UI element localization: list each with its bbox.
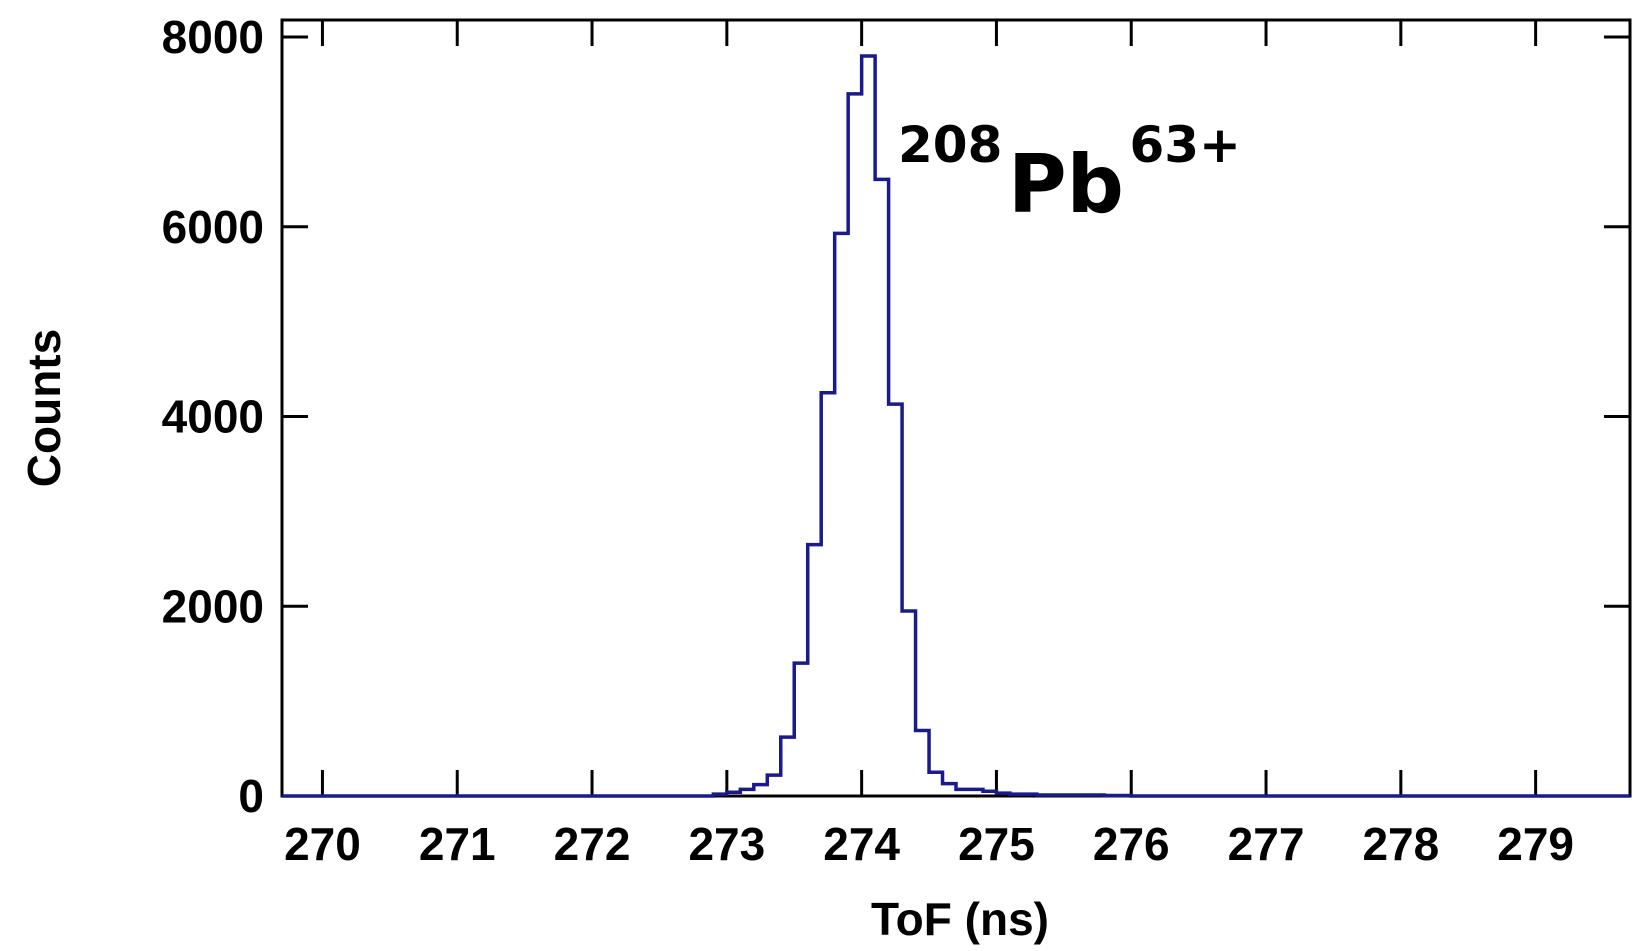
y-tick-label: 0 <box>238 770 264 822</box>
y-axis-label: Counts <box>18 329 70 487</box>
x-tick-label: 271 <box>419 818 496 870</box>
annotation-mass-number: 208 <box>898 116 1002 174</box>
x-tick-label: 276 <box>1093 818 1170 870</box>
x-tick-label: 279 <box>1497 818 1574 870</box>
x-tick-label: 277 <box>1228 818 1305 870</box>
x-tick-label: 275 <box>958 818 1035 870</box>
x-tick-label: 278 <box>1362 818 1439 870</box>
x-axis-label: ToF (ns) <box>871 893 1049 945</box>
x-tick-label: 274 <box>823 818 900 870</box>
peak-annotation: 208 Pb 63+ <box>898 116 1241 231</box>
y-tick-label: 2000 <box>162 580 264 632</box>
y-tick-label: 8000 <box>162 11 264 63</box>
plot-frame <box>280 18 1632 798</box>
x-axis-tick-labels: 270 271 272 273 274 275 276 277 278 279 <box>284 818 1574 870</box>
x-tick-label: 270 <box>284 818 361 870</box>
y-axis-tick-labels: 0 2000 4000 6000 8000 <box>162 11 264 822</box>
annotation-charge: 63+ <box>1129 116 1240 174</box>
y-tick-label: 6000 <box>162 201 264 253</box>
x-tick-label: 272 <box>554 818 631 870</box>
y-tick-label: 4000 <box>162 391 264 443</box>
histogram-series-line <box>282 54 1630 798</box>
annotation-element: Pb <box>1008 138 1124 231</box>
x-tick-label: 273 <box>688 818 765 870</box>
